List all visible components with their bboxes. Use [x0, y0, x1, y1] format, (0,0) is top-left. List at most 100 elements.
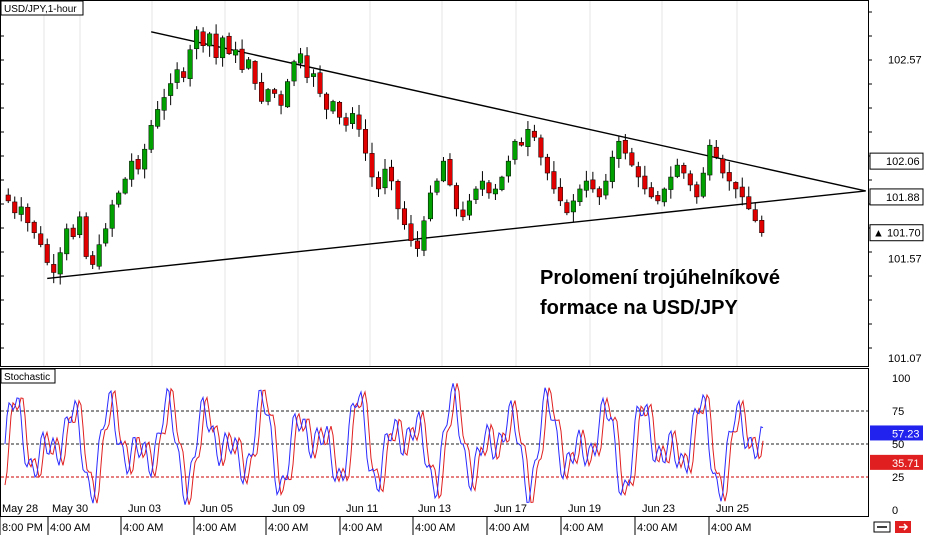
candle-body-88 [577, 188, 583, 203]
candle-body-87 [570, 200, 576, 213]
time-label-5: 4:00 AM [342, 522, 382, 534]
candle-body-82 [538, 137, 544, 158]
price-axis: 102.57 101.57 101.07 102.06 101.88 ▲ 101.70 [0, 11, 924, 365]
candle-body-34 [226, 35, 232, 54]
candle-body-75 [492, 188, 498, 195]
candle-body-36 [239, 48, 245, 70]
candle-body-3 [25, 206, 31, 224]
time-label-9: 4:00 AM [637, 522, 677, 534]
candle-body-56 [369, 153, 375, 178]
candle-body-27 [181, 71, 187, 78]
candle-body-89 [583, 180, 589, 191]
candle-body-94 [616, 140, 622, 159]
candle-body-76 [499, 176, 505, 190]
candle-body-102 [668, 176, 674, 190]
time-axis: May 28 May 30 Jun 03 Jun 05 Jun 09 Jun 11 Jun … [0, 503, 911, 535]
candle-body-40 [265, 89, 271, 102]
price-tick-label-0: 102.57 [888, 55, 922, 67]
symbol-label-box [0, 0, 84, 16]
candle-body-21 [142, 148, 148, 170]
price-tick-label-1: 101.57 [888, 254, 922, 266]
candle-body-18 [122, 178, 128, 194]
candle-body-96 [629, 152, 635, 166]
date-label-9: Jun 23 [642, 503, 675, 515]
candle-body-104 [681, 164, 687, 174]
candle-body-41 [272, 89, 278, 94]
date-label-6: Jun 13 [418, 503, 451, 515]
candle-body-53 [349, 113, 356, 124]
candle-body-54 [356, 114, 362, 130]
candle-body-7 [51, 264, 57, 273]
chart-annotation: Prolomení trojúhelníkové formace na USD/… [540, 263, 870, 323]
time-label-3: 4:00 AM [196, 522, 236, 534]
symbol-label: USD/JPY,1-hour [4, 4, 77, 15]
candle-body-28 [187, 49, 193, 79]
candle-body-23 [155, 109, 161, 127]
candle-body-83 [544, 156, 550, 174]
time-label-10: 4:00 AM [711, 522, 751, 534]
candle-body-110 [720, 158, 726, 174]
candle-body-86 [564, 202, 570, 214]
candle-body-60 [395, 180, 401, 210]
candle-body-105 [687, 173, 693, 186]
candle-body-58 [382, 168, 388, 189]
candle-body-85 [557, 186, 563, 202]
candle-body-114 [746, 196, 752, 210]
candle-body-112 [733, 182, 739, 190]
candle-body-49 [324, 93, 330, 110]
candle-body-116 [759, 220, 765, 233]
candle-body-4 [31, 221, 37, 233]
stochastic-tick-label-2: 50 [892, 439, 904, 451]
candle-body-115 [752, 209, 758, 222]
candle-body-45 [298, 53, 304, 64]
candle-body-13 [90, 255, 96, 265]
candles [5, 24, 765, 285]
candle-body-37 [246, 59, 252, 69]
candle-body-8 [57, 252, 63, 275]
candle-body-33 [220, 37, 226, 59]
candle-body-29 [194, 29, 200, 50]
candle-body-97 [635, 166, 641, 178]
price-panel-frame [0, 0, 869, 367]
stochastic-k-line [4, 383, 764, 505]
candle-body-111 [726, 172, 732, 182]
candle-body-80 [525, 129, 531, 147]
candle-body-59 [388, 166, 395, 182]
candle-body-22 [148, 125, 154, 150]
candle-body-5 [38, 233, 44, 245]
stochastic-label: Stochastic [4, 372, 50, 383]
candle-body-71 [466, 200, 472, 216]
candle-body-35 [233, 49, 239, 56]
date-label-4: Jun 09 [272, 503, 305, 515]
candle-body-17 [116, 192, 122, 205]
candle-body-46 [304, 55, 310, 78]
price-tag-box-0 [869, 152, 924, 170]
scroll-icon [873, 521, 891, 533]
date-label-8: Jun 19 [568, 503, 601, 515]
candle-body-24 [161, 97, 167, 111]
candle-body-73 [479, 180, 485, 190]
candle-body-52 [343, 117, 349, 126]
candle-body-101 [661, 188, 667, 203]
date-label-2: Jun 03 [128, 503, 161, 515]
candle-body-9 [64, 228, 70, 255]
candle-body-11 [77, 216, 83, 236]
candle-body-31 [207, 33, 213, 47]
candle-body-109 [713, 146, 719, 158]
time-label-0: 8:00 PM [2, 522, 43, 534]
stochastic-label-box [0, 368, 56, 384]
date-label-10: Jun 25 [716, 503, 749, 515]
candle-body-113 [739, 186, 745, 198]
time-label-2: 4:00 AM [123, 522, 163, 534]
time-label-1: 4:00 AM [50, 522, 90, 534]
stochastic-tick-label-3: 25 [892, 472, 904, 484]
candle-body-47 [311, 73, 317, 77]
annotation-line-1: Prolomení trojúhelníkové [540, 267, 781, 289]
candle-body-64 [421, 220, 427, 251]
candle-body-55 [362, 129, 369, 154]
candle-body-98 [642, 175, 648, 190]
candle-body-79 [518, 142, 524, 146]
candle-body-84 [551, 171, 557, 190]
stochastic-tick-label-1: 75 [892, 406, 904, 418]
candle-body-20 [135, 159, 141, 170]
